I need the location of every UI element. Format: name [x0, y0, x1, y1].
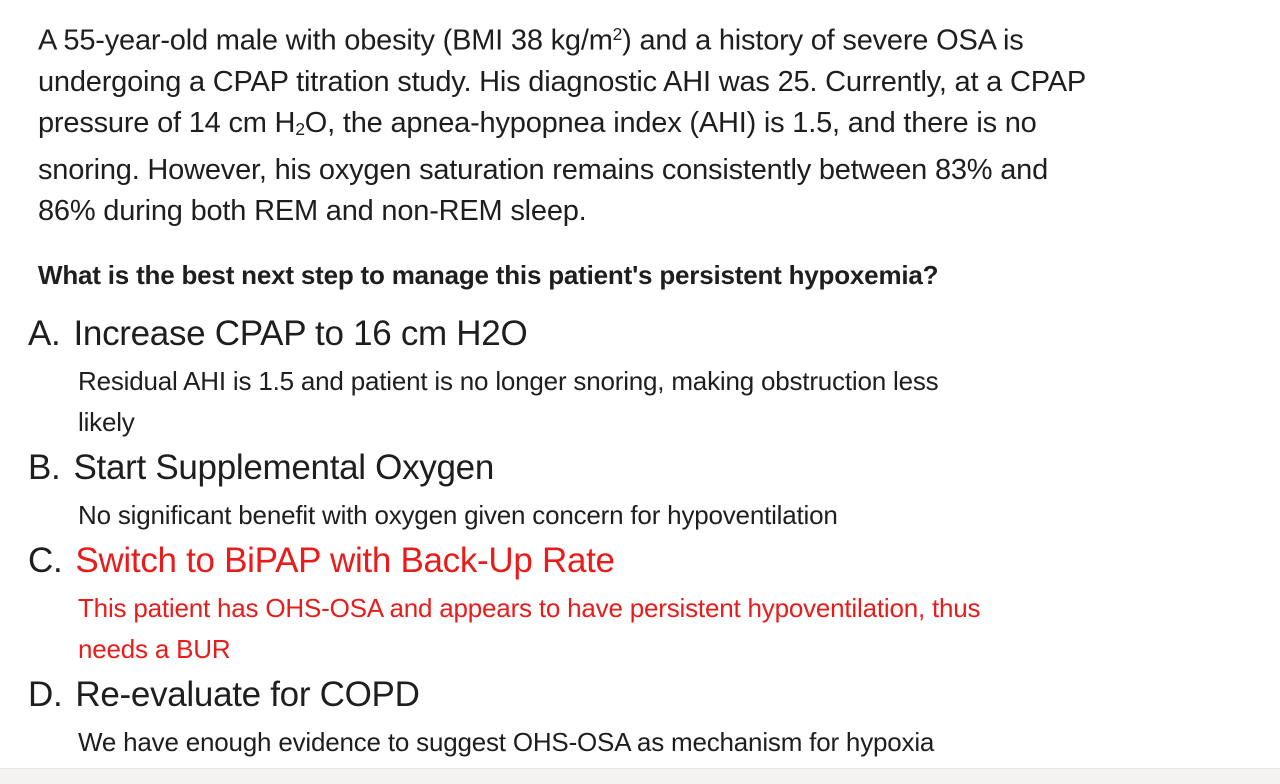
subscript-2: 2: [295, 118, 305, 139]
option-letter: C.: [28, 540, 63, 580]
clinical-vignette: A 55-year-old male with obesity (BMI 38 …: [38, 14, 1260, 232]
option-d-explanation: We have enough evidence to suggest OHS-O…: [78, 722, 1260, 763]
vignette-line: snoring. However, his oxygen saturation …: [38, 150, 1260, 191]
vignette-text: O, the apnea-hypopnea index (AHI) is 1.5…: [304, 106, 1037, 139]
explanation-line: No significant benefit with oxygen given…: [78, 499, 838, 530]
option-c-explanation: This patient has OHS-OSA and appears to …: [78, 588, 1260, 670]
vignette-line: pressure of 14 cm H2O, the apnea-hypopne…: [38, 103, 1260, 150]
option-b-explanation: No significant benefit with oxygen given…: [78, 495, 1260, 536]
option-letter: B.: [28, 447, 61, 487]
quiz-slide: A 55-year-old male with obesity (BMI 38 …: [28, 14, 1260, 763]
option-d-title: D. Re-evaluate for COPD: [28, 671, 1260, 718]
explanation-line: This patient has OHS-OSA and appears to …: [78, 592, 981, 623]
superscript-2: 2: [612, 24, 623, 44]
vignette-text: ) and a history of severe OSA is: [622, 24, 1024, 57]
option-c: C. Switch to BiPAP with Back-Up Rate This…: [28, 537, 1260, 670]
vignette-text: A 55-year-old male with obesity (BMI 38 …: [38, 24, 613, 57]
option-a-title: A. Increase CPAP to 16 cm H2O: [28, 310, 1260, 357]
option-b-title: B. Start Supplemental Oxygen: [28, 444, 1260, 491]
option-a: A. Increase CPAP to 16 cm H2O Residual AH…: [28, 310, 1260, 443]
option-title-text: Re-evaluate for COPD: [75, 674, 420, 714]
vignette-text: 86% during both REM and non-REM sleep.: [38, 194, 587, 227]
option-b: B. Start Supplemental Oxygen No significa…: [28, 444, 1260, 536]
option-d: D. Re-evaluate for COPD We have enough ev…: [28, 671, 1260, 763]
vignette-line: undergoing a CPAP titration study. His d…: [38, 62, 1260, 103]
vignette-line: 86% during both REM and non-REM sleep.: [38, 191, 1260, 232]
option-title-text: Increase CPAP to 16 cm H2O: [73, 313, 528, 353]
explanation-line: Residual AHI is 1.5 and patient is no lo…: [78, 365, 939, 396]
vignette-text: pressure of 14 cm H: [38, 106, 296, 139]
question-text: What is the best next step to manage thi…: [38, 259, 939, 290]
option-letter: D.: [28, 674, 63, 714]
option-title-text: Start Supplemental Oxygen: [73, 447, 494, 487]
option-c-title: C. Switch to BiPAP with Back-Up Rate: [28, 537, 1260, 584]
option-a-explanation: Residual AHI is 1.5 and patient is no lo…: [78, 361, 1260, 443]
explanation-line: needs a BUR: [78, 633, 231, 664]
explanation-line: We have enough evidence to suggest OHS-O…: [78, 726, 935, 757]
vignette-text: undergoing a CPAP titration study. His d…: [38, 65, 1086, 98]
answer-options: A. Increase CPAP to 16 cm H2O Residual AH…: [28, 310, 1260, 763]
vignette-line: A 55-year-old male with obesity (BMI 38 …: [38, 14, 1260, 62]
option-letter: A.: [28, 313, 61, 353]
vignette-text: snoring. However, his oxygen saturation …: [38, 153, 1049, 186]
option-title-text: Switch to BiPAP with Back-Up Rate: [75, 540, 615, 580]
bottom-bar: [0, 768, 1280, 784]
explanation-line: likely: [78, 406, 135, 437]
